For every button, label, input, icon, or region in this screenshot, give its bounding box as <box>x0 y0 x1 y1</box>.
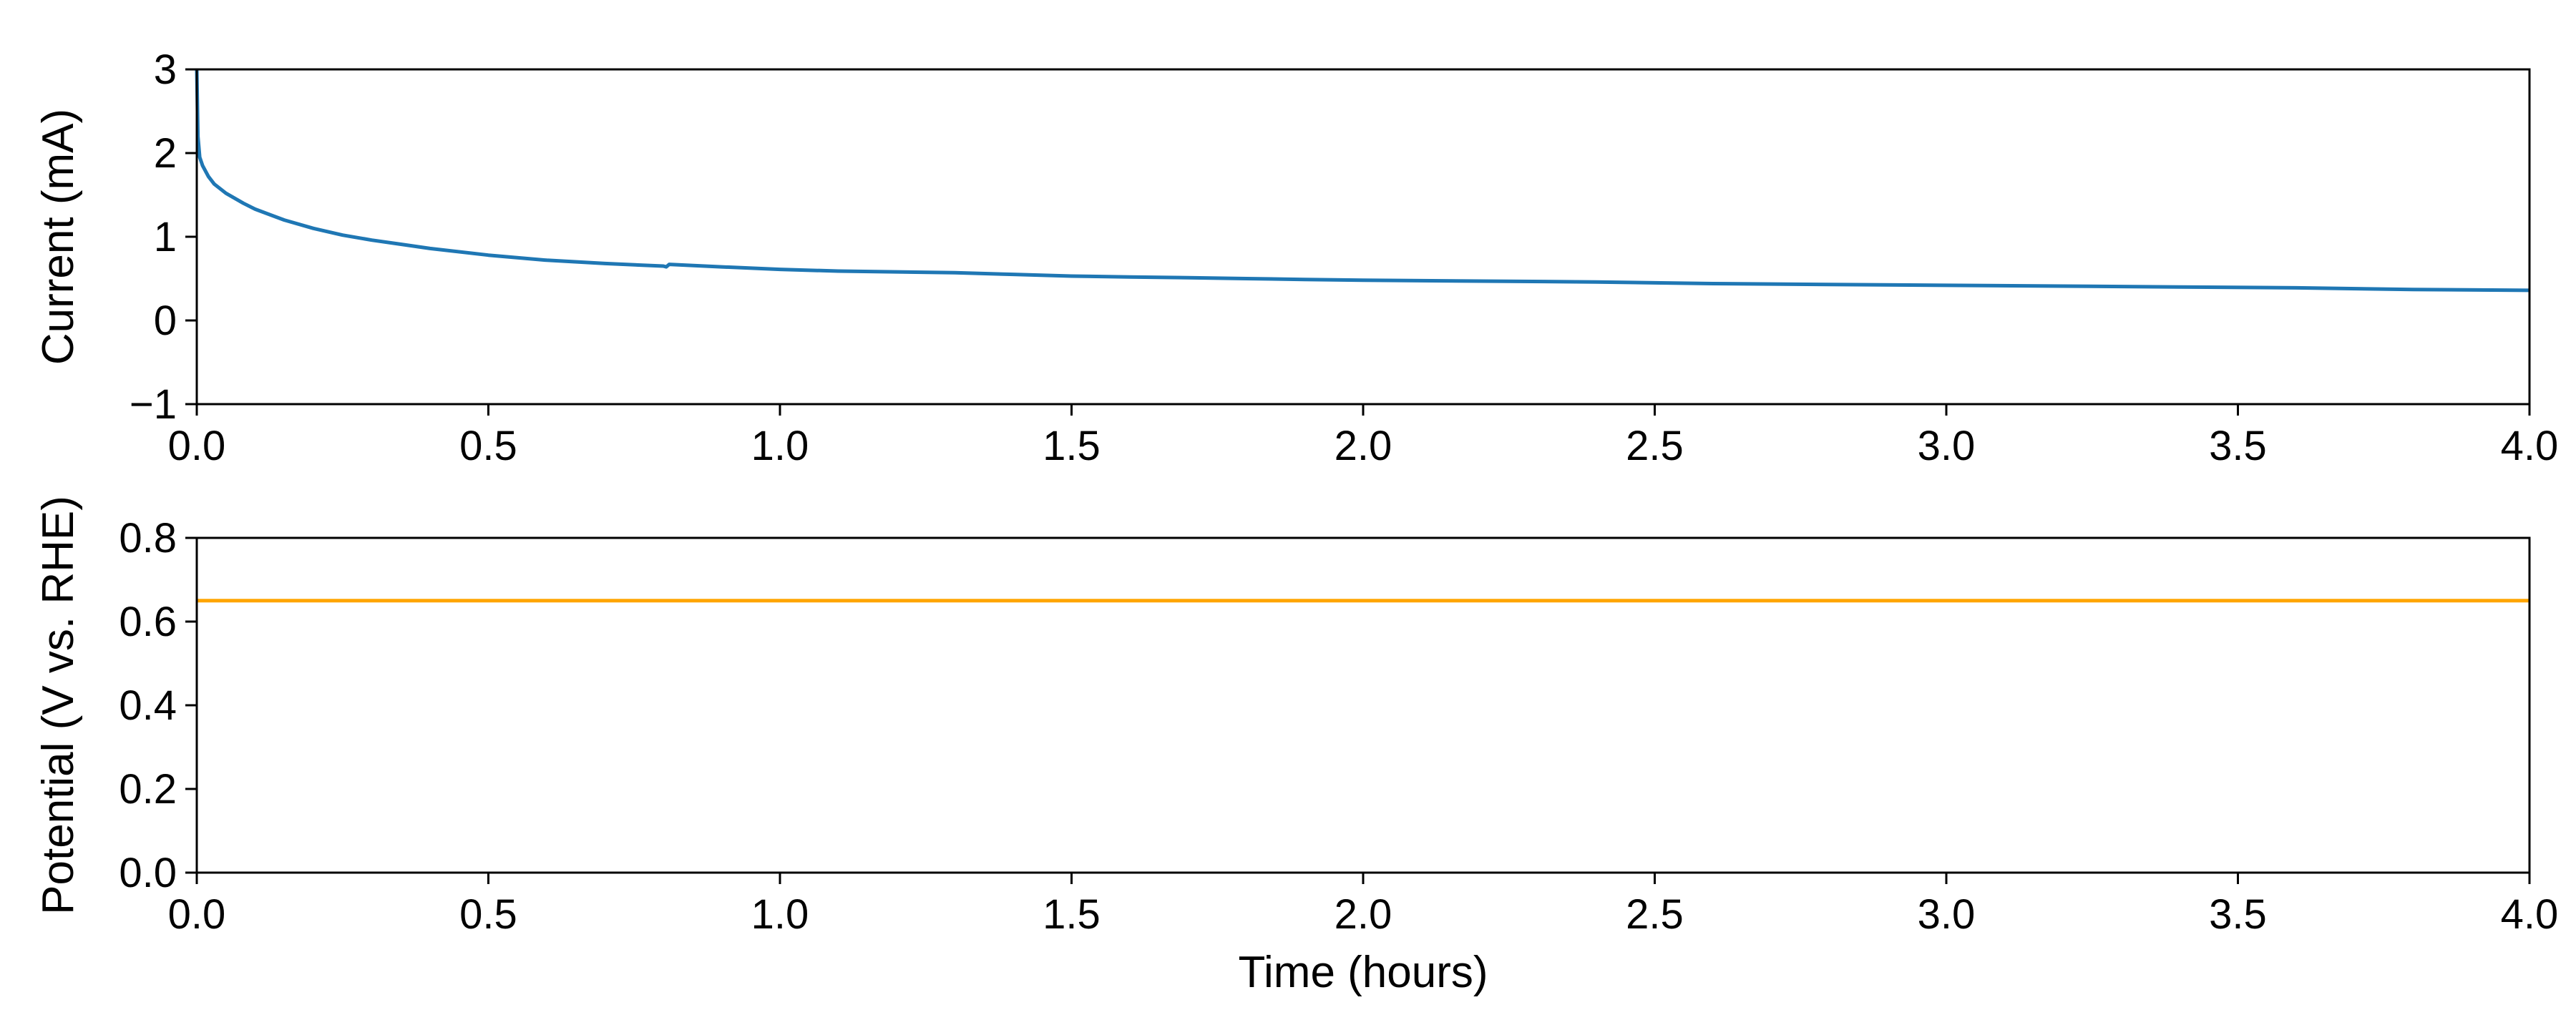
time-x-axis-label: Time (hours) <box>1238 948 1488 997</box>
potential-y-tick-label: 0.6 <box>119 599 177 645</box>
potential-y-axis-label: Potential (V vs. RHE) <box>34 496 83 915</box>
current-x-tick-label: 1.0 <box>751 423 809 469</box>
current-y-tick-label: 0 <box>154 298 177 344</box>
current-x-tick-label: 2.5 <box>1626 423 1684 469</box>
potential-panel: 0.0 0.5 1.0 1.5 2.0 2.5 3.0 3.5 4.0 0.0 0.2 0.4 0.6… <box>34 496 2558 997</box>
current-x-tick-label: 3.0 <box>1918 423 1976 469</box>
potential-x-tick-label: 4.0 <box>2501 891 2559 938</box>
current-series-layer <box>195 69 2530 293</box>
current-x-tick-label: 1.5 <box>1043 423 1101 469</box>
potential-x-tick-label: 0.5 <box>459 891 517 938</box>
current-y-tick-label: −1 <box>130 381 177 428</box>
current-x-tick-label: 0.5 <box>459 423 517 469</box>
potential-x-tick-label: 2.5 <box>1626 891 1684 938</box>
current-panel: 0.0 0.5 1.0 1.5 2.0 2.5 3.0 3.5 4.0 −1 0 1 2 3 Curre… <box>34 46 2558 469</box>
current-x-ticks: 0.0 0.5 1.0 1.5 2.0 2.5 3.0 3.5 4.0 <box>168 404 2559 469</box>
current-series-line-0 <box>195 69 2530 293</box>
current-y-ticks: −1 0 1 2 3 <box>130 46 197 428</box>
potential-x-tick-label: 2.0 <box>1335 891 1392 938</box>
potential-x-tick-label: 1.0 <box>751 891 809 938</box>
current-y-axis-label: Current (mA) <box>34 109 83 365</box>
potential-x-tick-label: 1.5 <box>1043 891 1101 938</box>
current-y-tick-label: 2 <box>154 130 177 177</box>
current-y-tick-label: 1 <box>154 214 177 260</box>
current-y-tick-label: 3 <box>154 46 177 93</box>
potential-y-tick-label: 0.4 <box>119 682 177 729</box>
current-x-tick-label: 3.5 <box>2209 423 2267 469</box>
potential-y-tick-label: 0.0 <box>119 850 177 896</box>
potential-x-tick-label: 3.5 <box>2209 891 2267 938</box>
current-x-tick-label: 0.0 <box>168 423 226 469</box>
potential-x-tick-label: 0.0 <box>168 891 226 938</box>
current-x-tick-label: 2.0 <box>1335 423 1392 469</box>
potential-x-tick-label: 3.0 <box>1918 891 1976 938</box>
current-x-tick-label: 4.0 <box>2501 423 2559 469</box>
potential-x-ticks: 0.0 0.5 1.0 1.5 2.0 2.5 3.0 3.5 4.0 <box>168 873 2559 938</box>
potential-y-tick-label: 0.2 <box>119 766 177 813</box>
potential-y-tick-label: 0.8 <box>119 515 177 561</box>
potential-y-ticks: 0.0 0.2 0.4 0.6 0.8 <box>119 515 197 896</box>
